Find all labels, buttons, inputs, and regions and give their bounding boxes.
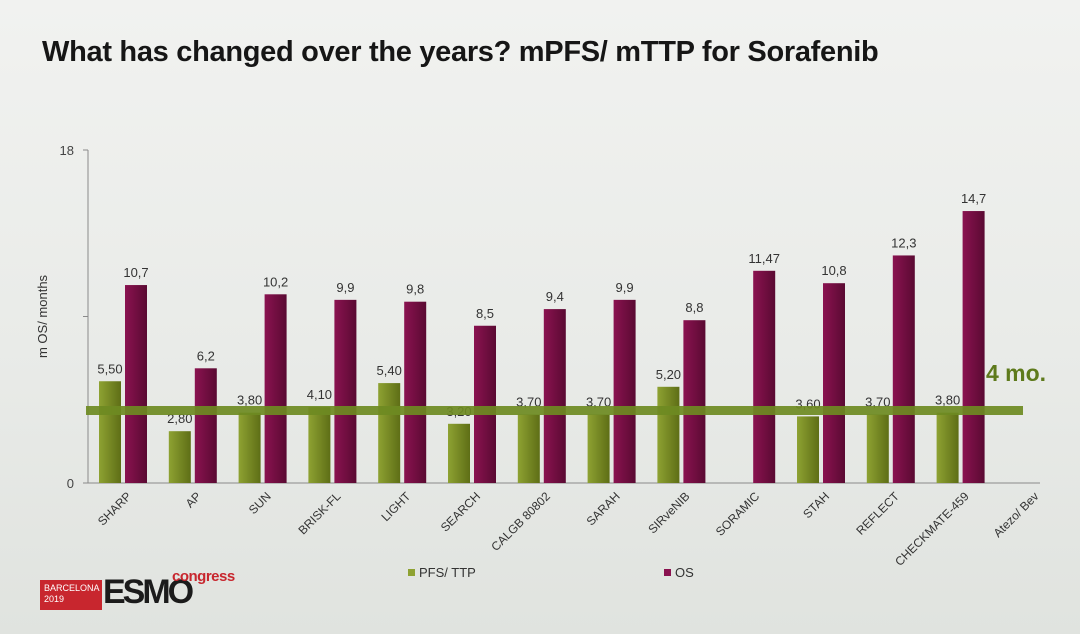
bar-os [892, 255, 915, 483]
x-tick-label: STAH [800, 489, 832, 521]
data-label-pfs: 5,20 [656, 367, 681, 382]
threshold-line [86, 406, 1023, 415]
y-tick-label: 0 [67, 476, 74, 491]
data-label-os: 14,7 [961, 191, 986, 206]
bar-os [264, 294, 287, 483]
x-tick-label: SIRveNIB [645, 489, 692, 536]
bar-pfs [657, 386, 680, 483]
bar-pfs [238, 412, 261, 483]
bar-os [683, 320, 706, 483]
data-label-pfs: 3,80 [237, 393, 262, 408]
bar-os [823, 283, 845, 483]
data-label-os: 10,7 [123, 265, 148, 280]
x-tick-label: SHARP [95, 489, 134, 528]
logo-city: BARCELONA [44, 583, 100, 593]
bar-pfs [797, 416, 819, 483]
bar-pfs [378, 383, 401, 483]
x-tick-label: SUN [246, 489, 274, 517]
bar-pfs [587, 414, 610, 483]
y-tick-label: 18 [60, 143, 74, 158]
x-tick-label: SARAH [584, 489, 623, 528]
data-label-os: 11,47 [748, 251, 780, 266]
bar-os [125, 285, 147, 483]
bar-os [543, 309, 566, 483]
logo-location-box: BARCELONA 2019 [40, 580, 102, 610]
data-label-pfs: 3,70 [586, 395, 611, 410]
x-tick-label: REFLECT [853, 489, 902, 538]
x-tick-label: SORAMIC [713, 489, 763, 539]
x-tick-label: BRISK-FL [295, 489, 343, 537]
bar-os [753, 270, 776, 483]
bar-pfs [448, 423, 470, 483]
legend-label-pfs: PFS/ TTP [419, 565, 476, 580]
data-label-os: 6,2 [197, 348, 215, 363]
data-label-pfs: 3,70 [516, 395, 541, 410]
bar-os [613, 299, 636, 483]
bar-os [962, 211, 985, 484]
bar-pfs [517, 414, 540, 483]
legend-label-os: OS [675, 565, 694, 580]
legend-item-os: OS [664, 565, 694, 580]
data-label-pfs: 5,40 [377, 363, 402, 378]
data-label-os: 9,8 [406, 282, 424, 297]
x-tick-label: AP [183, 489, 204, 510]
data-label-os: 9,9 [616, 280, 634, 295]
logo-year: 2019 [44, 594, 65, 604]
data-label-os: 8,8 [685, 300, 703, 315]
bar-pfs [99, 381, 121, 483]
data-label-pfs: 3,70 [865, 395, 890, 410]
logo-wordmark: ESMO [103, 573, 194, 611]
legend-item-pfs: PFS/ TTP [408, 565, 476, 580]
threshold-callout: 4 mo. [986, 360, 1047, 386]
logo-congress: congress [172, 568, 235, 585]
slide-title: What has changed over the years? mPFS/ m… [42, 36, 879, 68]
bar-os [194, 368, 217, 483]
esmo-logo: BARCELONA 2019 ESMO congress [40, 568, 250, 612]
x-tick-label: Atezo/ Bev [991, 489, 1042, 540]
bar-os [334, 299, 357, 483]
x-tick-label: SEARCH [438, 489, 483, 534]
bar-pfs [936, 412, 959, 483]
data-label-os: 10,8 [821, 263, 846, 278]
data-label-os: 12,3 [891, 235, 916, 250]
data-label-pfs: 5,50 [97, 361, 122, 376]
data-label-pfs: 3,80 [935, 393, 960, 408]
bar-pfs [308, 407, 331, 483]
legend-swatch-os [664, 569, 671, 576]
legend-swatch-pfs [408, 569, 415, 576]
data-label-os: 8,5 [476, 306, 494, 321]
y-axis-label: m OS/ months [35, 274, 50, 358]
data-label-pfs: 4,10 [307, 387, 332, 402]
bar-os [474, 325, 496, 483]
bar-pfs [168, 431, 191, 483]
x-tick-label: CHECKMATE-459 [892, 489, 972, 569]
data-label-os: 9,4 [546, 289, 564, 304]
x-tick-label: CALGB 80802 [488, 489, 553, 554]
x-tick-label: LIGHT [378, 489, 413, 524]
data-label-os: 9,9 [336, 280, 354, 295]
bar-os [404, 301, 427, 483]
bar-pfs [866, 414, 889, 483]
data-label-os: 10,2 [263, 274, 288, 289]
